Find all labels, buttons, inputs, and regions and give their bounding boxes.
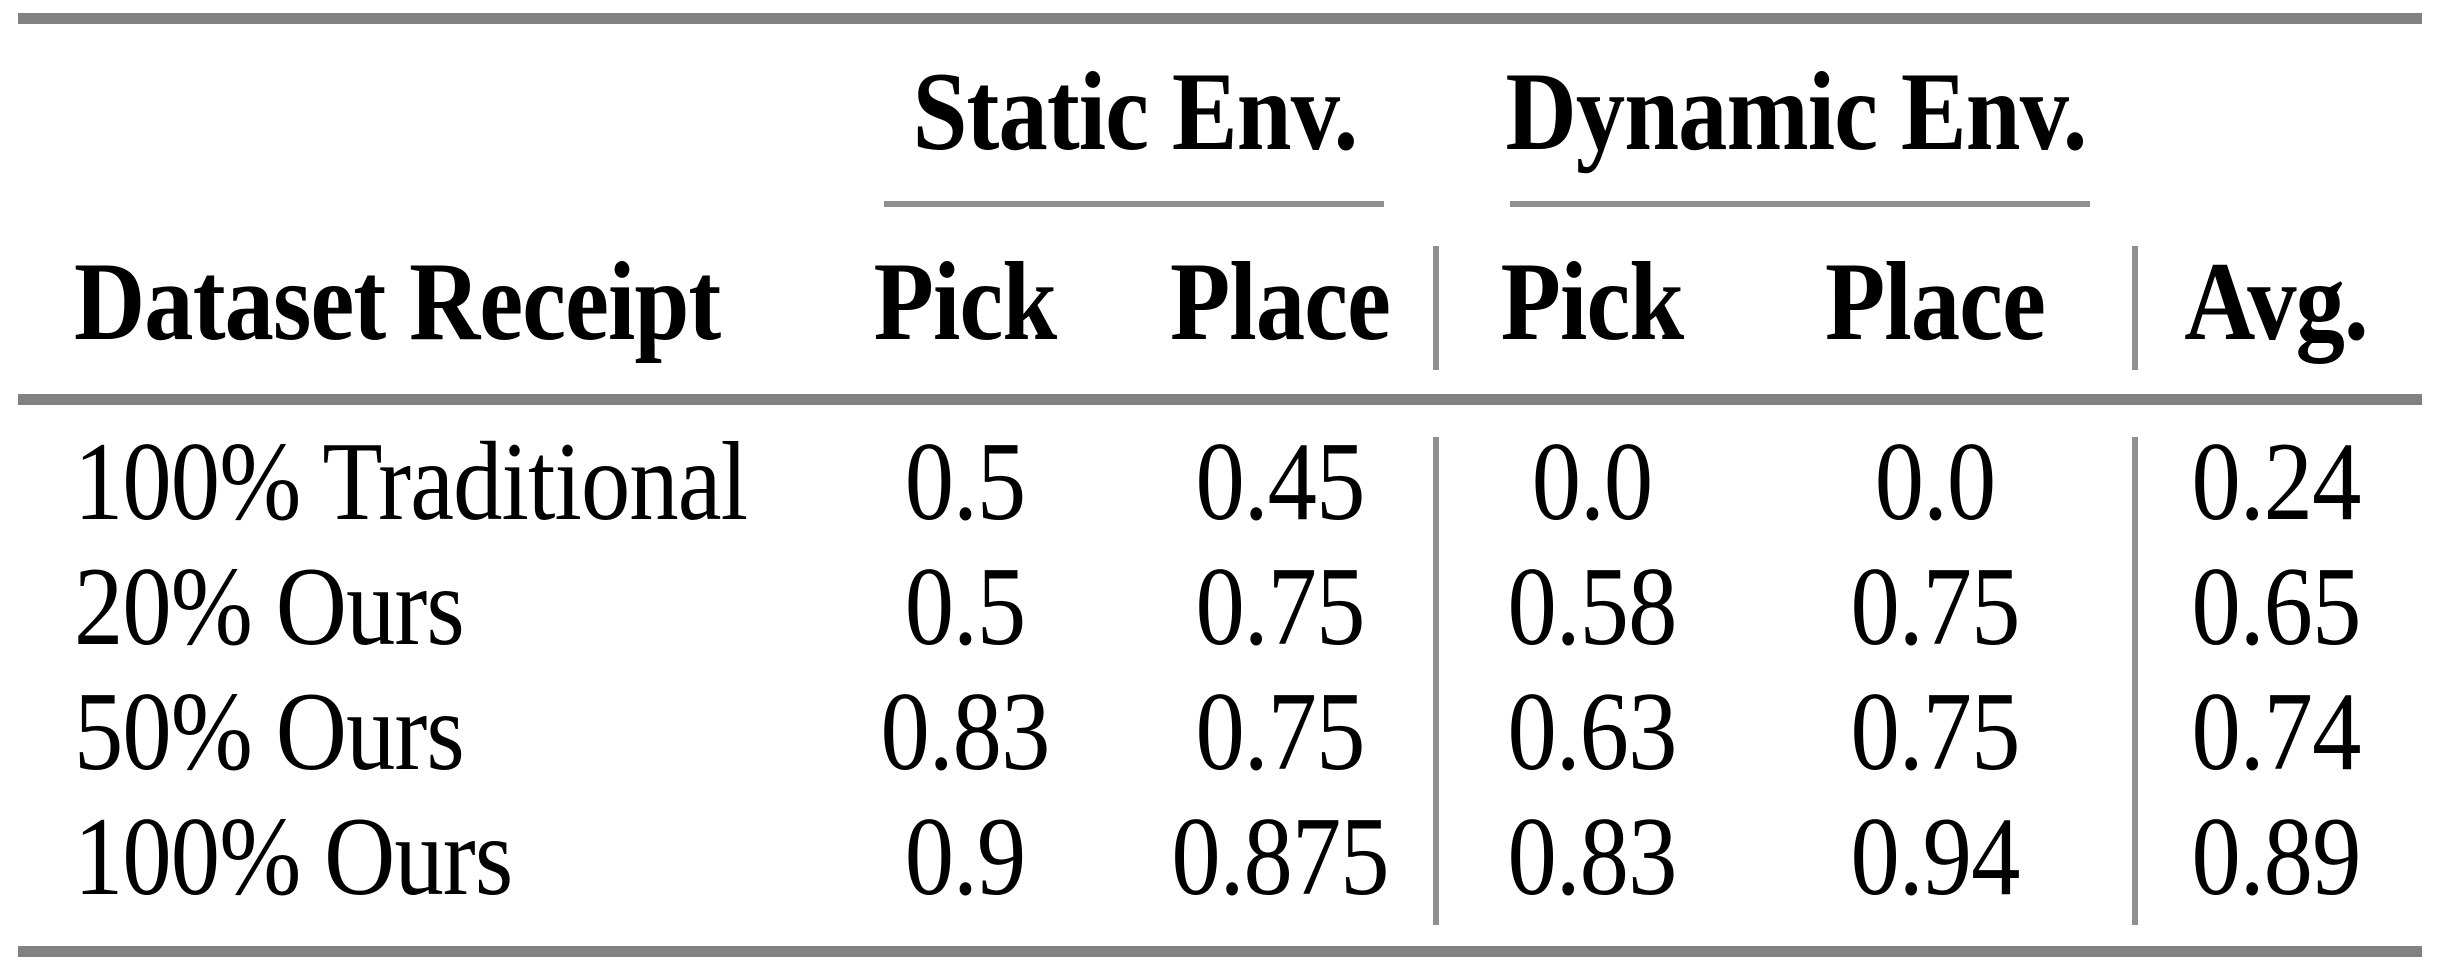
cell-avg: 0.65: [2191, 545, 2362, 669]
cell-static-place: 0.875: [1171, 795, 1389, 919]
col-header-dataset-receipt: Dataset Receipt: [74, 240, 721, 364]
cell-avg: 0.74: [2191, 670, 2362, 794]
bottom-rule: [18, 946, 2422, 957]
cell-dynamic-pick: 0.63: [1507, 670, 1678, 794]
static-env-cmidrule: [884, 201, 1384, 207]
row-label: 20% Ours: [74, 545, 465, 669]
row-label: 100% Traditional: [74, 420, 748, 544]
cell-static-pick: 0.9: [904, 795, 1026, 919]
col-header-dynamic-pick: Pick: [1500, 240, 1685, 364]
cell-avg: 0.24: [2191, 420, 2362, 544]
vertical-rule-1-body-segment: [1433, 437, 1439, 925]
row-label: 50% Ours: [74, 670, 465, 794]
cell-avg: 0.89: [2191, 795, 2362, 919]
cell-dynamic-pick: 0.58: [1507, 545, 1678, 669]
col-header-avg: Avg.: [2184, 240, 2368, 364]
cell-dynamic-place: 0.75: [1850, 545, 2021, 669]
cell-dynamic-place: 0.75: [1850, 670, 2021, 794]
vertical-rule-2-body-segment: [2132, 437, 2138, 925]
dynamic-env-cmidrule: [1510, 201, 2090, 207]
header-body-midrule: [18, 394, 2422, 405]
col-header-static-pick: Pick: [873, 240, 1058, 364]
vertical-rule-2-header-segment: [2132, 246, 2138, 370]
cell-static-place: 0.75: [1195, 670, 1366, 794]
cell-static-pick: 0.83: [880, 670, 1051, 794]
static-env-group-header: Static Env.: [912, 50, 1359, 174]
cell-static-pick: 0.5: [904, 545, 1026, 669]
cell-static-place: 0.75: [1195, 545, 1366, 669]
row-label: 100% Ours: [74, 795, 513, 919]
cell-dynamic-place: 0.94: [1850, 795, 2021, 919]
col-header-static-place: Place: [1170, 240, 1391, 364]
cell-dynamic-pick: 0.0: [1531, 420, 1653, 544]
cell-dynamic-pick: 0.83: [1507, 795, 1678, 919]
cell-dynamic-place: 0.0: [1874, 420, 1996, 544]
top-rule: [18, 13, 2422, 24]
cell-static-pick: 0.5: [904, 420, 1026, 544]
cell-static-place: 0.45: [1195, 420, 1366, 544]
dynamic-env-group-header: Dynamic Env.: [1505, 50, 2088, 174]
col-header-dynamic-place: Place: [1825, 240, 2046, 364]
vertical-rule-1-header-segment: [1433, 246, 1439, 370]
